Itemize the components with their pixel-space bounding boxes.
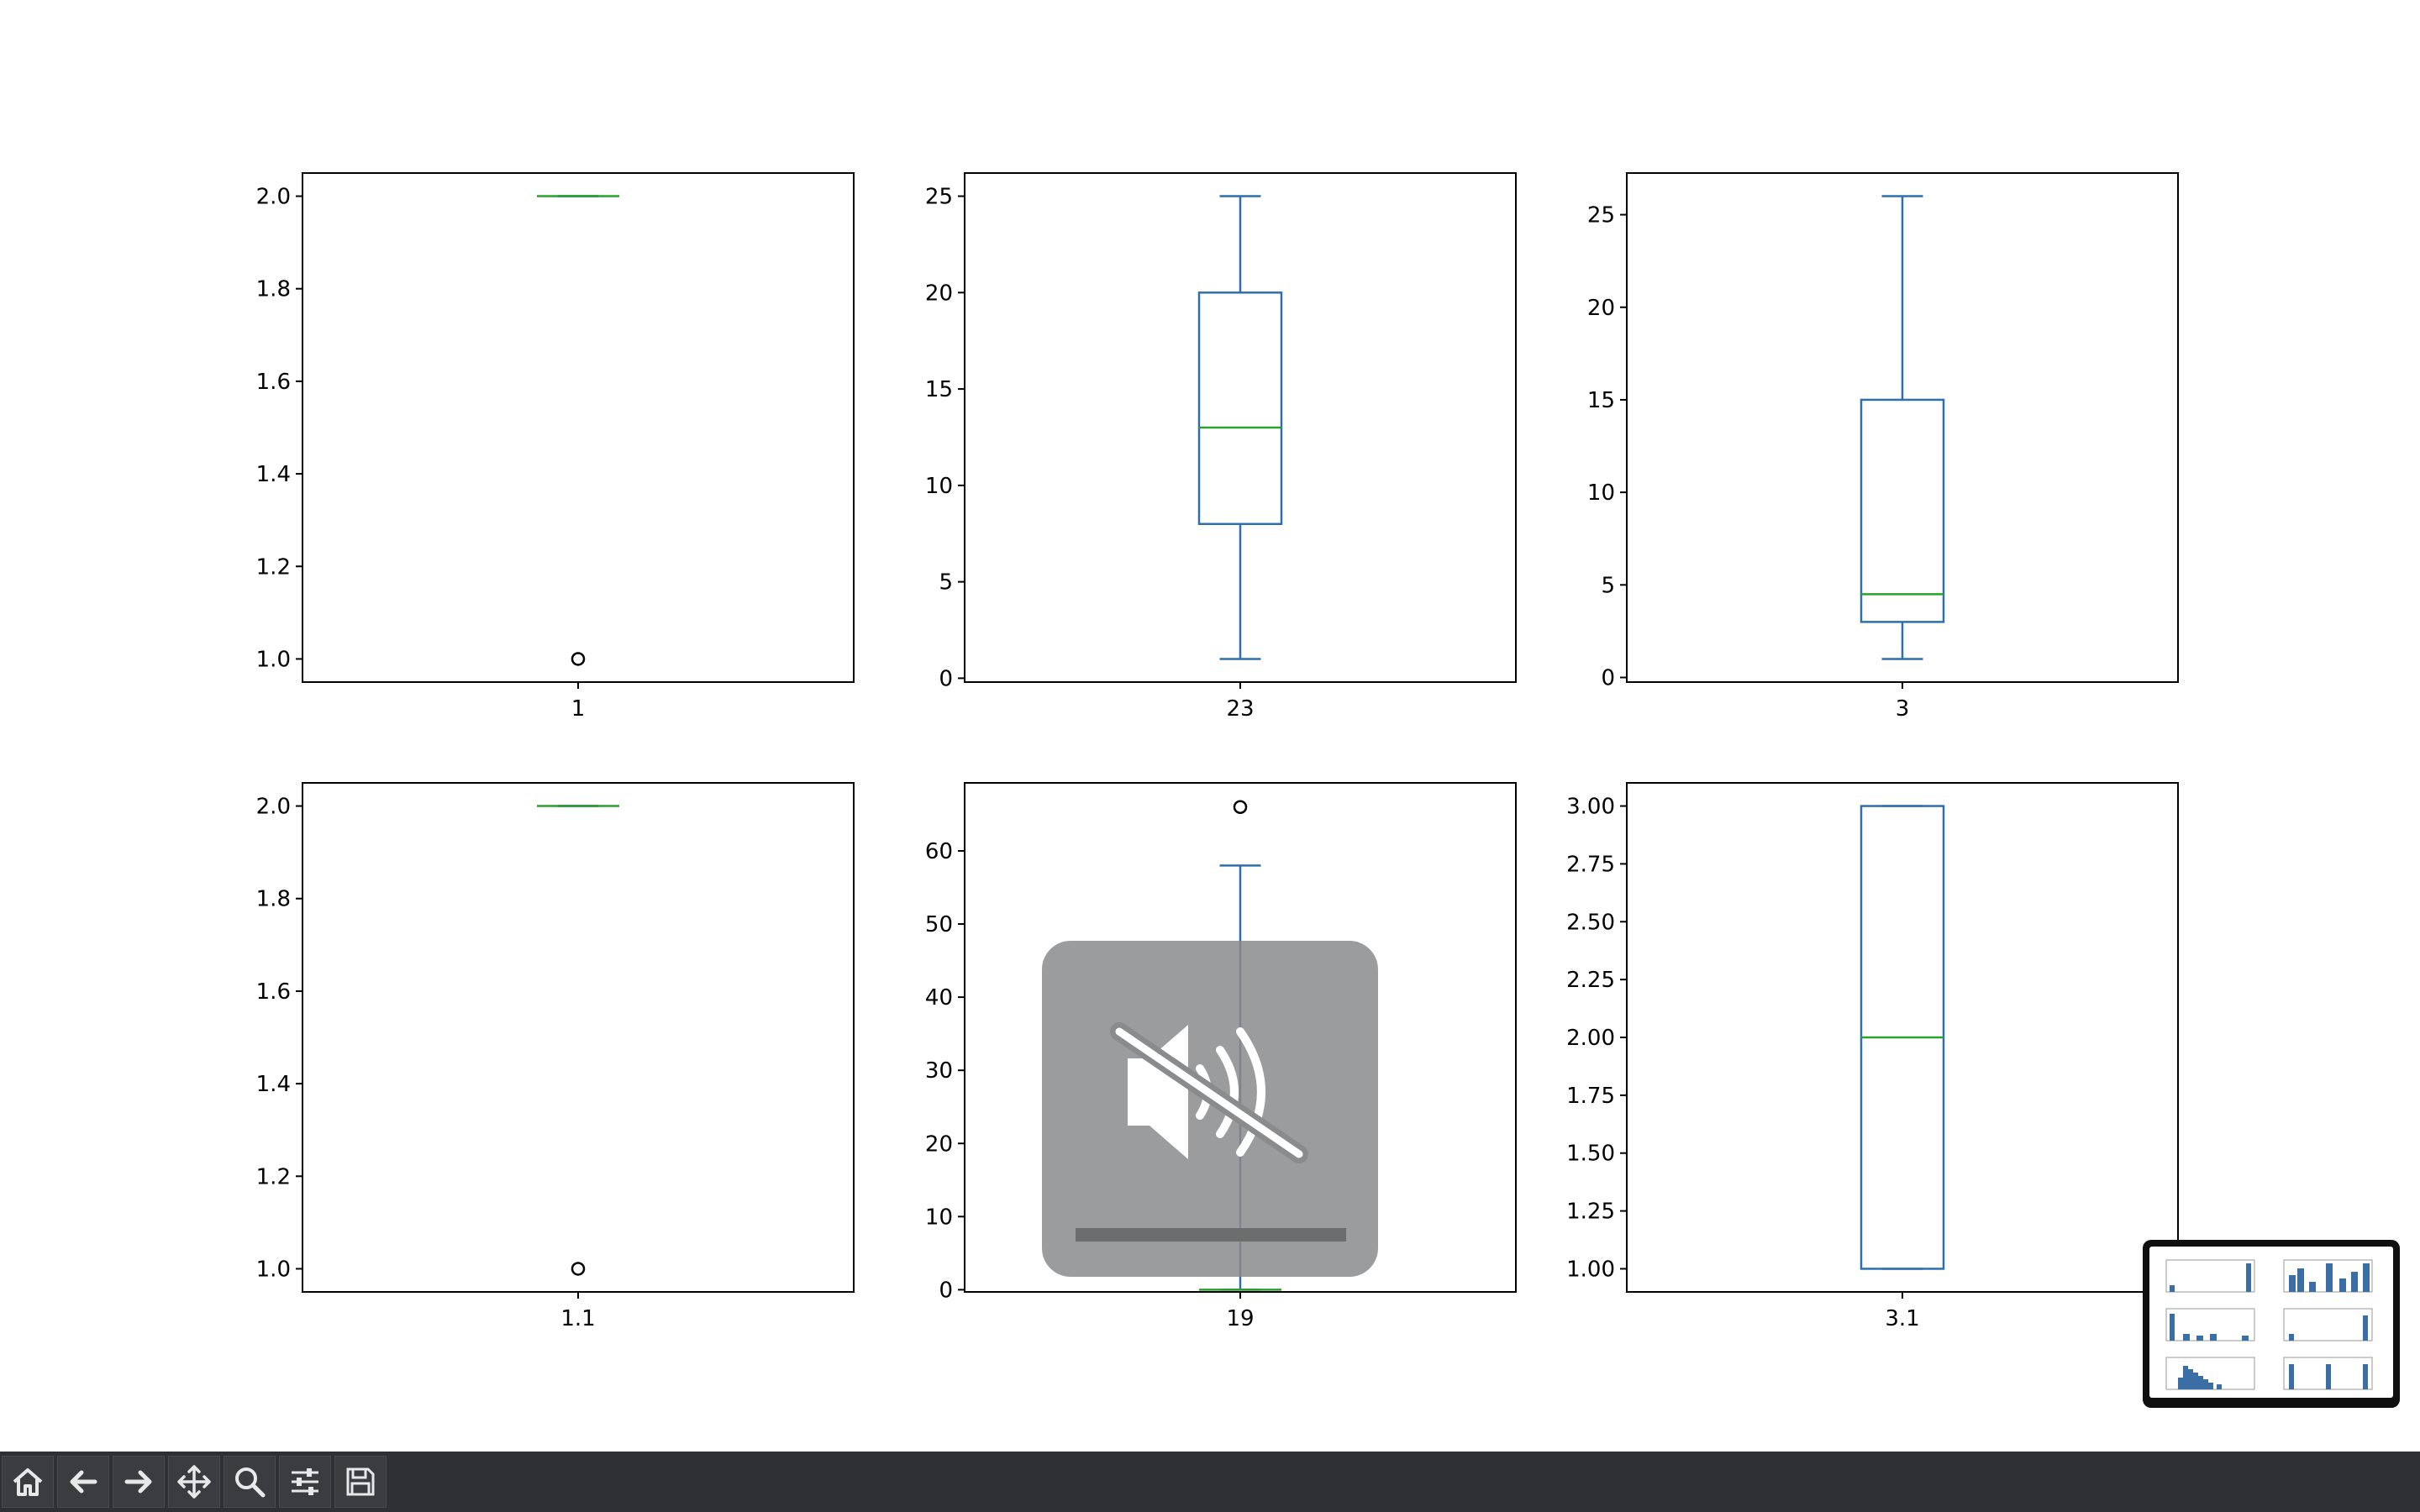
y-tick-label: 1.8 <box>256 887 291 912</box>
axes-frame <box>302 172 855 683</box>
volume-level-bar <box>1076 1228 1346 1242</box>
y-tick-label: 25 <box>1587 203 1615 228</box>
speaker-muted-icon <box>1110 1022 1308 1163</box>
y-tick-label: 5 <box>1601 573 1615 598</box>
y-tick-label: 3.00 <box>1566 795 1615 820</box>
y-tick-label: 1.00 <box>1566 1257 1615 1282</box>
y-tick-label: 5 <box>939 570 953 596</box>
y-tick-label: 20 <box>925 281 953 306</box>
y-tick-label: 0 <box>939 1278 953 1303</box>
y-tick-label: 1.75 <box>1566 1084 1615 1109</box>
home-button[interactable] <box>2 1456 54 1508</box>
y-tick-label: 2.75 <box>1566 852 1615 877</box>
y-tick-label: 1.25 <box>1566 1200 1615 1225</box>
y-tick-label: 1.4 <box>256 1072 291 1097</box>
thumbnail-preview <box>2149 1247 2393 1398</box>
y-tick-label: 1.0 <box>256 1257 291 1282</box>
box-body <box>1197 291 1283 526</box>
y-tick-label: 10 <box>925 1205 953 1230</box>
y-tick-label: 15 <box>925 377 953 402</box>
y-tick-label: 25 <box>925 185 953 210</box>
arrow-left-icon <box>70 1470 97 1494</box>
x-tick-label: 23 <box>1226 696 1254 722</box>
x-tick-label: 1 <box>571 696 586 722</box>
y-tick-label: 0 <box>939 666 953 691</box>
figure-canvas: 1.01.21.41.61.82.01051015202523051015202… <box>256 172 2179 1331</box>
navigation-toolbar <box>0 1452 2420 1512</box>
y-tick-label: 10 <box>1587 480 1615 506</box>
y-tick-label: 0 <box>1601 665 1615 690</box>
box-body <box>1860 398 1945 623</box>
y-tick-label: 1.8 <box>256 277 291 302</box>
pan-button[interactable] <box>168 1456 220 1508</box>
magnifier-icon <box>235 1467 266 1498</box>
y-tick-label: 15 <box>1587 388 1615 413</box>
y-tick-label: 1.50 <box>1566 1142 1615 1167</box>
y-tick-label: 1.6 <box>256 370 291 395</box>
volume-mute-overlay <box>1042 941 1378 1277</box>
forward-button[interactable] <box>113 1456 165 1508</box>
y-tick-label: 2.0 <box>256 795 291 820</box>
axes-frame <box>302 782 855 1293</box>
thumbnail-histogram-grid <box>2165 1259 2373 1390</box>
y-tick-label: 50 <box>925 912 953 937</box>
y-tick-label: 20 <box>925 1131 953 1157</box>
y-tick-label: 2.25 <box>1566 968 1615 993</box>
y-tick-label: 1.2 <box>256 1164 291 1189</box>
x-tick-label: 3 <box>1896 696 1910 722</box>
flier-point <box>571 652 586 666</box>
zoom-button[interactable] <box>224 1456 276 1508</box>
y-tick-label: 20 <box>1587 296 1615 321</box>
y-tick-label: 60 <box>925 839 953 864</box>
y-tick-label: 1.0 <box>256 647 291 672</box>
screenshot-thumbnail[interactable] <box>2143 1240 2400 1408</box>
y-tick-label: 40 <box>925 985 953 1011</box>
floppy-disk-icon <box>346 1467 375 1496</box>
flier-point <box>1233 800 1248 814</box>
y-tick-label: 2.50 <box>1566 910 1615 935</box>
back-button[interactable] <box>57 1456 109 1508</box>
move-icon <box>177 1465 211 1499</box>
sliders-icon <box>292 1468 318 1495</box>
y-tick-label: 30 <box>925 1058 953 1084</box>
flier-point <box>571 1262 586 1276</box>
home-icon <box>13 1468 43 1496</box>
x-tick-label: 1.1 <box>560 1306 595 1331</box>
y-tick-label: 1.2 <box>256 554 291 580</box>
y-tick-label: 1.6 <box>256 979 291 1005</box>
y-tick-label: 2.00 <box>1566 1026 1615 1051</box>
x-tick-label: 19 <box>1226 1306 1254 1331</box>
save-button[interactable] <box>334 1456 387 1508</box>
y-tick-label: 1.4 <box>256 462 291 487</box>
configure-subplots-button[interactable] <box>279 1456 331 1508</box>
y-tick-label: 10 <box>925 474 953 499</box>
x-tick-label: 3.1 <box>1885 1306 1919 1331</box>
arrow-right-icon <box>124 1470 152 1494</box>
y-tick-label: 2.0 <box>256 185 291 210</box>
